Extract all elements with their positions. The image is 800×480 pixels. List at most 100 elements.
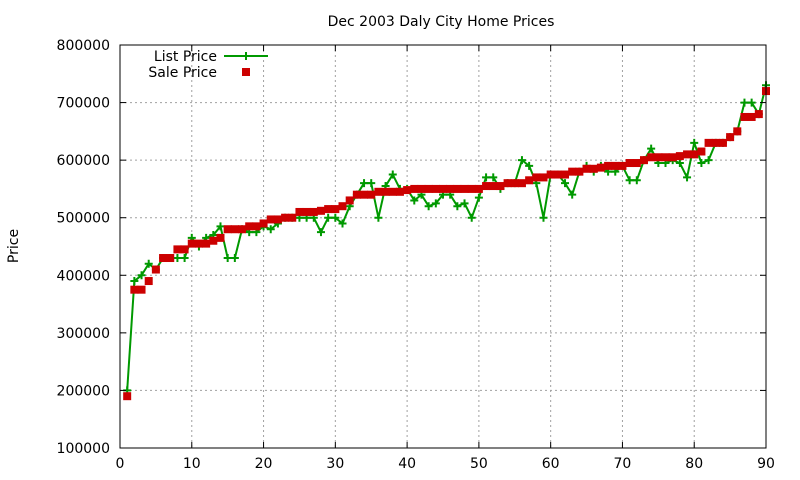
list-price-point: [747, 98, 756, 107]
sale-price-point: [553, 170, 562, 179]
list-price-point: [316, 228, 325, 237]
chart-title: Dec 2003 Daly City Home Prices: [328, 14, 555, 30]
sale-price-point: [137, 285, 146, 294]
list-price-point: [489, 173, 498, 182]
sale-price-point: [747, 112, 756, 121]
sale-price-point: [754, 110, 763, 119]
sale-price-point: [238, 225, 247, 234]
sale-price-point: [151, 265, 160, 274]
sale-price-point: [575, 167, 584, 176]
y-tick-label: 500000: [57, 211, 110, 227]
x-tick-label: 70: [614, 456, 632, 472]
sale-price-point: [683, 150, 692, 159]
sale-price-point: [187, 239, 196, 248]
list-price-point: [424, 202, 433, 211]
sale-price-point: [733, 127, 742, 136]
sale-price-point: [166, 254, 175, 263]
axis-ticks: 0 10 20 30 40 50 60 70 80 90 100000 200000 300000 400…: [57, 38, 775, 472]
sale-price-point: [604, 161, 613, 170]
list-price-point: [675, 159, 684, 168]
sale-price-point: [295, 207, 304, 216]
series-sale-price: [123, 87, 770, 401]
sale-price-point: [711, 138, 720, 147]
sale-price-point: [410, 184, 419, 193]
sale-price-point: [245, 222, 254, 231]
sale-price-point: [740, 112, 749, 121]
sale-price-point: [611, 161, 620, 170]
list-price-point: [683, 173, 692, 182]
sale-price-point: [675, 152, 684, 161]
x-tick-label: 20: [255, 456, 273, 472]
y-tick-label: 200000: [57, 383, 110, 399]
x-tick-label: 10: [183, 456, 201, 472]
sale-price-point: [144, 277, 153, 286]
x-tick-label: 30: [326, 456, 344, 472]
list-price-point: [223, 254, 232, 263]
y-tick-label: 300000: [57, 326, 110, 342]
sale-price-point: [202, 239, 211, 248]
sale-price-point: [625, 159, 634, 168]
series-layer: [123, 81, 770, 401]
sale-price-point: [589, 164, 598, 173]
list-price-point: [388, 170, 397, 179]
list-price-point: [647, 144, 656, 153]
sale-price-point: [316, 206, 325, 215]
sale-price-point: [367, 190, 376, 199]
list-price-point: [331, 213, 340, 222]
sale-price-point: [230, 225, 239, 234]
list-price-point: [374, 213, 383, 222]
list-price-point: [460, 199, 469, 208]
list-price-point: [431, 199, 440, 208]
sale-price-point: [381, 187, 390, 196]
sale-price-point: [223, 225, 232, 234]
list-price-point: [467, 213, 476, 222]
sale-price-point: [525, 176, 534, 185]
list-price-point: [539, 213, 548, 222]
legend-marker-plus: [242, 52, 250, 60]
list-price-point: [130, 277, 139, 286]
list-price-point: [517, 156, 526, 165]
sale-price-point: [288, 213, 297, 222]
sale-price-point: [259, 219, 268, 228]
list-price-point: [568, 190, 577, 199]
sale-price-point: [647, 153, 656, 162]
list-price-point: [266, 225, 275, 234]
list-price-point: [144, 259, 153, 268]
list-price-point: [410, 196, 419, 205]
sale-price-point: [446, 184, 455, 193]
sale-price-point: [489, 182, 498, 191]
sale-price-point: [690, 150, 699, 159]
sale-price-point: [159, 254, 168, 263]
sale-price-point: [439, 184, 447, 193]
sale-price-point: [424, 184, 433, 193]
legend-marker-square: [242, 68, 250, 76]
list-price-point: [324, 213, 333, 222]
list-price-point: [474, 193, 483, 202]
list-price-point: [525, 161, 534, 170]
sale-price-point: [388, 187, 397, 196]
list-price-point: [216, 222, 225, 231]
list-price-point: [180, 254, 189, 263]
sale-price-point: [338, 202, 347, 211]
sale-price-point: [360, 190, 369, 199]
x-tick-label: 50: [470, 456, 488, 472]
sale-price-point: [130, 285, 139, 294]
plot-frame: [119, 44, 767, 449]
sale-price-point: [309, 207, 318, 216]
sale-price-point: [582, 164, 591, 173]
sale-price-point: [618, 161, 627, 170]
list-price-point: [230, 254, 239, 263]
sale-price-point: [302, 207, 311, 216]
sale-price-point: [517, 179, 526, 188]
list-price-point: [360, 179, 369, 188]
sale-price-point: [639, 156, 648, 165]
x-tick-label: 80: [685, 456, 703, 472]
grid-lines: [120, 45, 766, 448]
sale-price-point: [216, 233, 225, 242]
list-price-point: [173, 254, 182, 263]
x-tick-label: 0: [116, 456, 125, 472]
list-price-point: [690, 138, 699, 147]
x-tick-label: 40: [398, 456, 416, 472]
sale-price-point: [417, 184, 426, 193]
